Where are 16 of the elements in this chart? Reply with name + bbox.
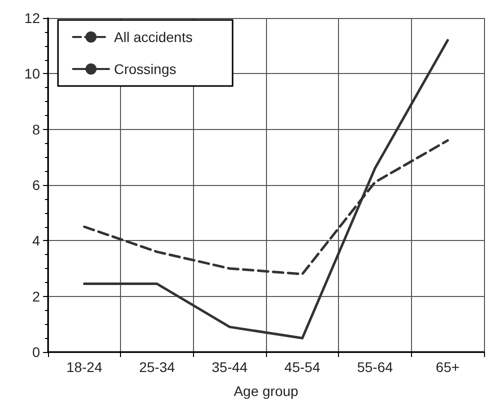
legend-label: Crossings: [114, 61, 176, 77]
x-tick-label: 25-34: [139, 359, 176, 375]
legend-label: All accidents: [114, 29, 193, 45]
x-tick-label: 18-24: [66, 359, 102, 375]
x-tick-label: 35-44: [212, 359, 248, 375]
y-tick-label: 0: [32, 344, 40, 360]
x-tick-label: 65+: [436, 359, 460, 375]
y-tick-label: 12: [24, 10, 40, 26]
x-tick-label: 45-54: [284, 359, 320, 375]
x-tick-label: 55-64: [357, 359, 394, 375]
y-tick-label: 8: [32, 121, 40, 138]
y-tick-label: 6: [32, 177, 40, 193]
x-axis-title: Age group: [234, 383, 299, 399]
y-tick-label: 4: [32, 232, 40, 249]
y-tick-label: 10: [24, 66, 40, 82]
y-tick-label: 2: [32, 288, 40, 304]
